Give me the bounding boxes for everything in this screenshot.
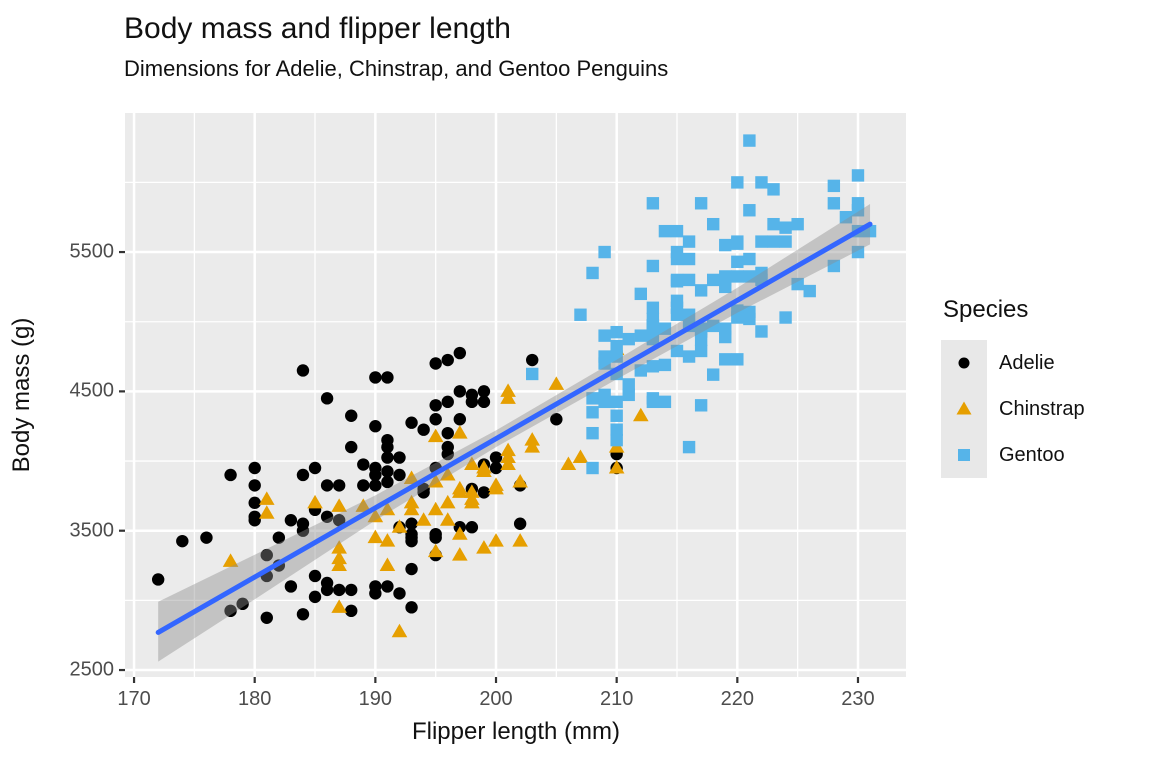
gridlines	[125, 113, 906, 677]
y-axis-title: Body mass (g)	[8, 317, 35, 473]
legend-item-adelie: Adelie	[941, 340, 1085, 386]
x-tick-label: 230	[841, 688, 875, 710]
legend-label: Adelie	[999, 351, 1055, 374]
x-tick-label: 220	[720, 688, 754, 710]
series-gentoo-points	[526, 134, 877, 475]
y-tick-label: 5500	[69, 240, 115, 263]
legend-key-triangle-icon	[941, 386, 987, 432]
x-tick-label: 200	[479, 688, 513, 710]
series-adelie-points	[151, 346, 623, 624]
trend-line	[155, 221, 873, 635]
legend-item-gentoo: Gentoo	[941, 432, 1085, 478]
legend-key-square-icon	[941, 432, 987, 478]
series-chinstrap-points	[222, 341, 649, 638]
legend-items: Adelie Chinstrap Gentoo	[941, 340, 1085, 478]
y-tick-label: 3500	[69, 519, 115, 542]
legend-label: Gentoo	[999, 443, 1065, 466]
x-axis-title: Flipper length (mm)	[411, 718, 621, 745]
y-tick-label: 4500	[69, 379, 115, 402]
x-tick-label: 170	[117, 688, 151, 710]
legend-item-chinstrap: Chinstrap	[941, 386, 1085, 432]
chart-subtitle: Dimensions for Adelie, Chinstrap, and Ge…	[124, 56, 669, 81]
confidence-ribbon	[158, 203, 871, 662]
x-tick-label: 180	[238, 688, 272, 710]
x-tick-label: 210	[599, 688, 634, 710]
axis-tick-marks	[119, 250, 860, 683]
legend-label: Chinstrap	[999, 397, 1085, 420]
x-tick-label: 190	[358, 688, 393, 710]
legend: Species Adelie Chinstrap Gentoo	[941, 296, 1085, 478]
legend-key-circle-icon	[941, 340, 987, 386]
chart-title: Body mass and flipper length	[124, 12, 511, 45]
legend-title: Species	[943, 296, 1029, 323]
y-tick-label: 2500	[69, 658, 115, 681]
